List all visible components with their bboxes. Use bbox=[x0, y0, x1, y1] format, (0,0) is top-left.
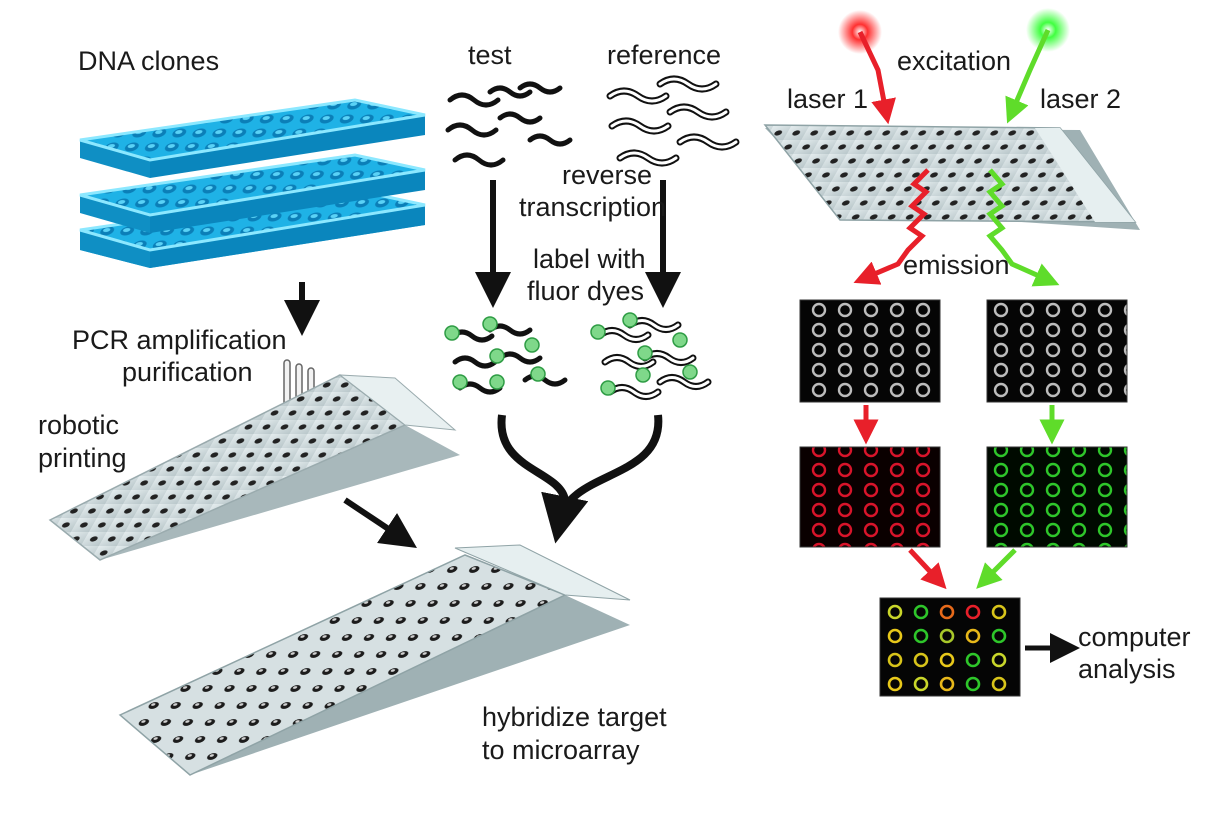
scan-red-channel bbox=[799, 446, 941, 548]
label-reverse: reverse bbox=[562, 160, 653, 190]
label-laser-1: laser 1 bbox=[787, 84, 869, 114]
laser-1-icon bbox=[838, 10, 896, 125]
laser-2-icon bbox=[1005, 8, 1070, 124]
scanning-slide bbox=[763, 124, 1140, 230]
arrow-red-to-merged bbox=[908, 548, 947, 590]
label-purification: purification bbox=[122, 357, 253, 387]
label-laser-2: laser 2 bbox=[1040, 84, 1122, 114]
label-fluor-dyes: fluor dyes bbox=[527, 276, 645, 306]
plate-top bbox=[79, 98, 426, 178]
plate-middle bbox=[79, 153, 426, 233]
microarray-slide bbox=[118, 544, 631, 776]
label-excitation: excitation bbox=[897, 46, 1012, 76]
emission-red-arrow bbox=[853, 168, 930, 285]
arrow-test-merge bbox=[497, 414, 569, 502]
label-printing: printing bbox=[38, 443, 127, 473]
labeled-test-strands bbox=[444, 316, 568, 395]
printed-slide bbox=[48, 374, 460, 561]
scan-merged-overlay bbox=[879, 597, 1021, 697]
label-robotic: robotic bbox=[38, 410, 120, 440]
arrow-reference-merge bbox=[541, 414, 663, 544]
scan-grayscale-right bbox=[986, 299, 1128, 403]
label-computer: computer bbox=[1078, 622, 1191, 652]
scan-green-channel bbox=[986, 446, 1128, 548]
label-to-microarray: to microarray bbox=[482, 735, 640, 765]
label-reference: reference bbox=[607, 40, 722, 70]
label-pcr-amplification: PCR amplification bbox=[72, 325, 287, 355]
label-dna-clones: DNA clones bbox=[78, 46, 220, 76]
reference-cdna-strands bbox=[606, 75, 740, 167]
arrow-printing-to-hybridize bbox=[343, 497, 417, 548]
label-test: test bbox=[468, 40, 512, 70]
label-label-with: label with bbox=[533, 244, 646, 274]
dna-clone-plates bbox=[79, 98, 426, 268]
label-emission: emission bbox=[903, 250, 1010, 280]
label-analysis: analysis bbox=[1078, 654, 1176, 684]
plate-bottom bbox=[79, 188, 426, 268]
emission-green-arrow bbox=[986, 168, 1060, 287]
arrow-green-to-merged bbox=[976, 548, 1017, 589]
label-hybridize-target: hybridize target bbox=[482, 702, 667, 732]
label-transcription: transcription bbox=[519, 192, 667, 222]
test-cdna-strands bbox=[445, 81, 573, 168]
scan-grayscale-left bbox=[799, 299, 941, 403]
labeled-reference-strands bbox=[590, 312, 712, 400]
